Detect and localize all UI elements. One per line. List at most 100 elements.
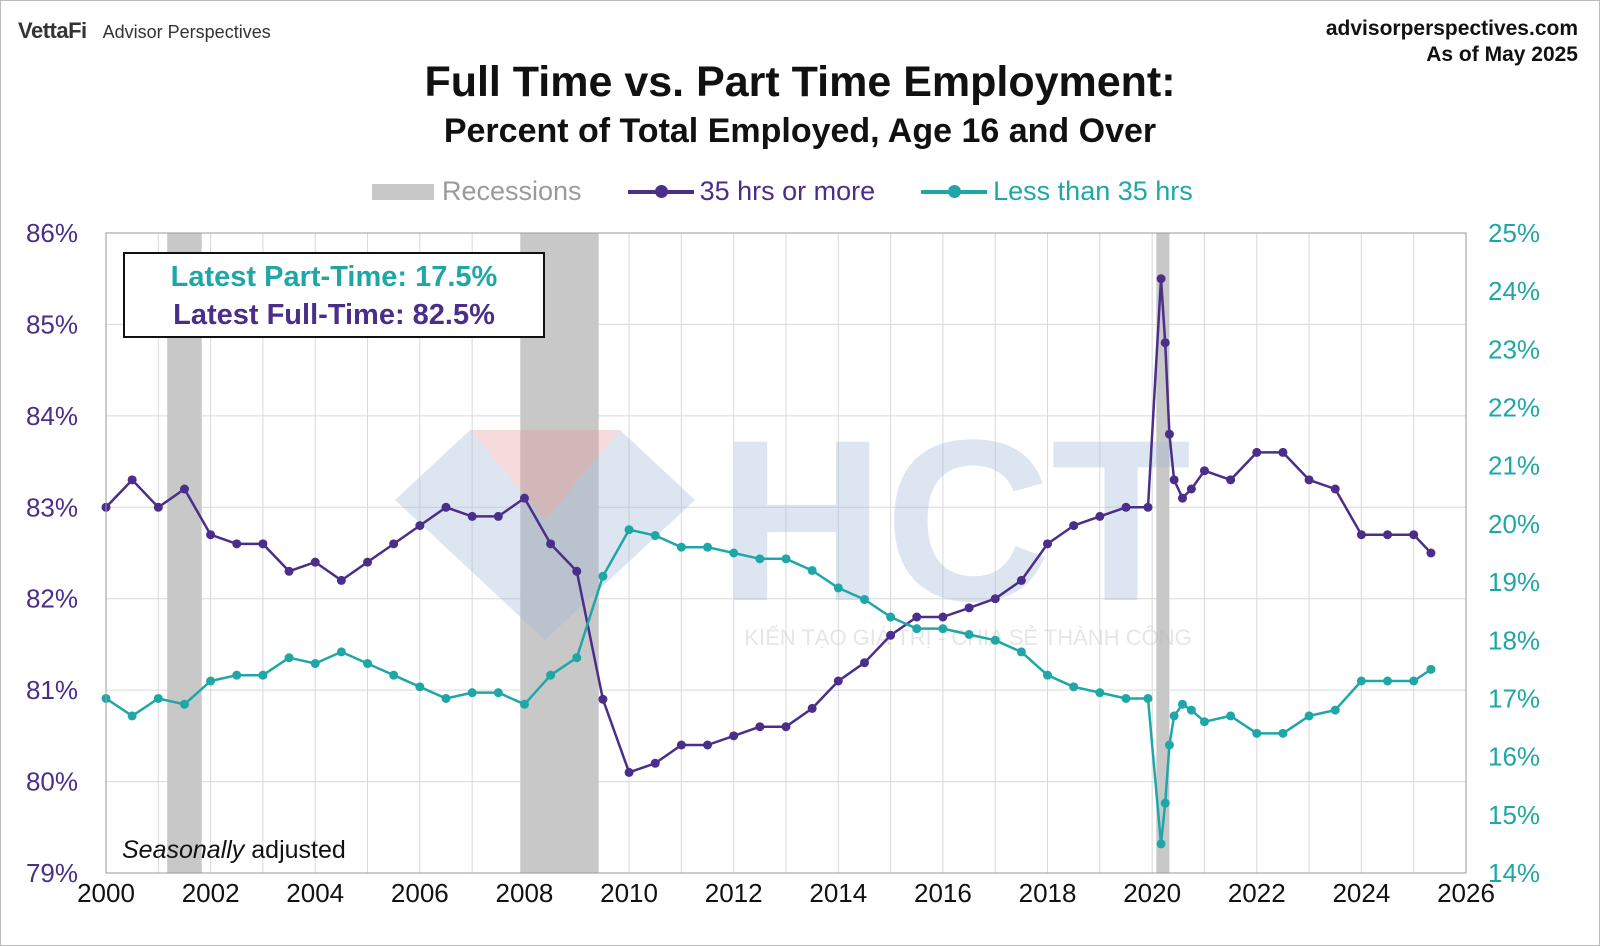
part-time-series-point: [310, 659, 320, 669]
full-time-series-point: [232, 539, 242, 549]
full-time-series-point: [1252, 447, 1262, 457]
full-time-series-point: [938, 612, 948, 622]
x-tick-label: 2020: [1123, 878, 1181, 908]
full-time-series-point: [441, 502, 451, 512]
full-time-series-point: [1383, 530, 1393, 540]
full-time-series-point: [1156, 274, 1166, 284]
y-right-tick-label: 17%: [1488, 683, 1540, 713]
x-tick-label: 2000: [77, 878, 135, 908]
full-time-series-point: [1186, 484, 1196, 494]
x-tick-label: 2026: [1437, 878, 1495, 908]
full-time-series-point: [1409, 530, 1419, 540]
legend: Recessions 35 hrs or more Less than 35 h…: [372, 176, 1239, 207]
plot-border: [105, 232, 1467, 874]
part-time-series-point: [284, 653, 294, 663]
recession-layer: [167, 233, 1170, 873]
axes-layer: 2000 2002 2004 2006 2008 2010 2012 2014 2016 2018…: [26, 218, 1540, 908]
x-tick-label: 2010: [600, 878, 658, 908]
part-time-series-point: [859, 595, 869, 605]
part-time-series-point: [833, 583, 843, 593]
part-time-series-point: [389, 670, 399, 680]
series-layer: [101, 274, 1436, 849]
part-time-series-point: [912, 624, 922, 634]
full-time-series-point: [467, 511, 477, 521]
full-time-series-point: [310, 557, 320, 567]
legend-full-time-label: 35 hrs or more: [699, 176, 876, 206]
part-time-series-point: [1143, 693, 1153, 703]
full-time-series-point: [127, 475, 137, 485]
part-time-series-point: [1095, 688, 1105, 698]
full-time-series-point: [598, 694, 608, 704]
x-tick-label: 2018: [1019, 878, 1077, 908]
part-time-series-point: [258, 670, 268, 680]
legend-full-time: 35 hrs or more: [627, 176, 876, 207]
watermark-letters: HCT: [719, 392, 1192, 649]
part-time-series-point: [703, 542, 713, 552]
part-time-series-point: [179, 699, 189, 709]
part-time-series-point: [964, 629, 974, 639]
full-time-series-point: [990, 594, 1000, 604]
full-time-series-point: [493, 511, 503, 521]
y-right-tick-label: 20%: [1488, 509, 1540, 539]
x-tick-label: 2004: [286, 878, 344, 908]
part-time-series-point: [598, 571, 608, 581]
part-time-series-point: [624, 525, 634, 535]
y-right-tick-label: 21%: [1488, 451, 1540, 481]
part-time-series-point: [441, 693, 451, 703]
full-time-series-point: [886, 630, 896, 640]
part-time-series-point: [1199, 717, 1209, 727]
full-time-series-point: [519, 493, 529, 503]
y-right-tick-label: 23%: [1488, 334, 1540, 364]
full-time-series-point: [1143, 502, 1153, 512]
y-right-tick-label: 14%: [1488, 858, 1540, 888]
full-time-series-point: [336, 575, 346, 585]
full-time-series-point: [624, 767, 634, 777]
part-time-series-point: [1409, 676, 1419, 686]
y-right-tick-label: 25%: [1488, 218, 1540, 248]
y-left-tick-label: 85%: [26, 309, 78, 339]
y-left-tick-label: 83%: [26, 492, 78, 522]
full-time-series-point: [729, 731, 739, 741]
part-time-series-point: [1164, 740, 1174, 750]
part-time-series-point: [1121, 693, 1131, 703]
brand-logo: VettaFi Advisor Perspectives: [18, 18, 271, 44]
part-time-series-point: [1169, 711, 1179, 721]
full-time-series-point: [1016, 575, 1026, 585]
full-time-series-point: [1426, 548, 1436, 558]
part-time-series-point: [546, 670, 556, 680]
full-time-series-point: [859, 658, 869, 668]
legend-full-time-line: [627, 184, 694, 198]
legend-recessions: Recessions: [372, 176, 582, 207]
part-time-series-point: [1177, 699, 1187, 709]
part-time-series-point: [1186, 705, 1196, 715]
part-time-series-point: [572, 653, 582, 663]
seasonal-note: Seasonally adjusted: [122, 836, 346, 865]
legend-part-time-label: Less than 35 hrs: [993, 176, 1193, 206]
y-right-tick-label: 18%: [1488, 625, 1540, 655]
full-time-series-point: [1043, 539, 1053, 549]
source-block: advisorperspectives.com As of May 2025: [1326, 16, 1578, 68]
y-left-tick-label: 81%: [26, 675, 78, 705]
full-time-series-point: [1121, 502, 1131, 512]
full-time-series-point: [833, 676, 843, 686]
full-time-series-point: [1330, 484, 1340, 494]
full-time-series-point: [415, 521, 425, 531]
part-time-series-point: [415, 682, 425, 692]
x-tick-label: 2006: [391, 878, 449, 908]
recession-band: [167, 233, 202, 873]
legend-recessions-label: Recessions: [442, 176, 582, 206]
watermark-triangle: [470, 430, 620, 520]
x-tick-label: 2012: [705, 878, 763, 908]
part-time-series-point: [807, 565, 817, 575]
y-left-tick-label: 86%: [26, 218, 78, 248]
part-time-series-point: [1156, 839, 1166, 849]
part-time-series-point: [467, 688, 477, 698]
part-time-series-point: [1160, 798, 1170, 808]
y-right-tick-label: 19%: [1488, 567, 1540, 597]
part-time-series-point: [886, 612, 896, 622]
part-time-series-point: [519, 699, 529, 709]
y-right-tick-label: 24%: [1488, 276, 1540, 306]
full-time-series-point: [1199, 466, 1209, 476]
part-time-series-point: [1069, 682, 1079, 692]
